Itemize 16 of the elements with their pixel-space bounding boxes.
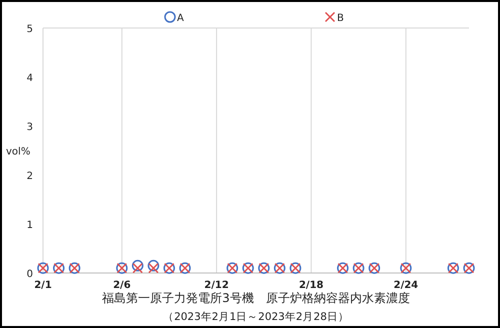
text: （2023年2月1日～2023年2月28日） (163, 311, 349, 323)
y-tick-label: 2 (26, 171, 33, 182)
y-axis-title: vol% (6, 146, 30, 158)
text: 福島第一原子力発電所3号機 原子炉格納容器内水素濃度 (102, 291, 410, 305)
y-tick-label: 5 (26, 24, 33, 35)
x-tick-label: 2/18 (298, 280, 324, 291)
x-tick-label: 2/12 (204, 280, 229, 291)
legend-label: B (337, 13, 344, 24)
x-tick-label: 2/1 (34, 280, 52, 291)
y-tick-label: 4 (26, 73, 33, 84)
x-tick-label: 2/24 (394, 280, 418, 291)
y-tick-label: 3 (26, 122, 33, 133)
y-tick-label: 1 (26, 220, 33, 231)
y-tick-label: 0 (26, 269, 33, 280)
legend-label: A (177, 13, 184, 24)
x-tick-label: 2/6 (113, 280, 131, 291)
